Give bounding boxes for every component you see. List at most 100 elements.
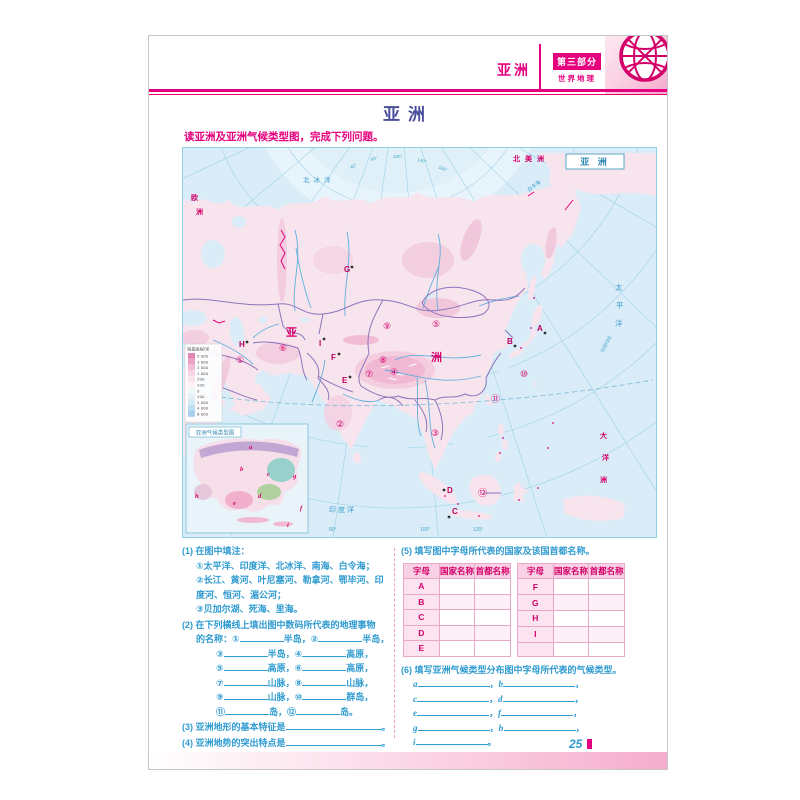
fill-blank bbox=[302, 676, 347, 686]
question-5: (5) 填写图中字母所代表的国家及该国首都名称。 bbox=[401, 546, 595, 556]
section-badge: 第三部分 bbox=[552, 53, 601, 70]
exercise-instruction: 读亚洲及亚洲气候类型图，完成下列问题。 bbox=[184, 131, 384, 143]
svg-text:C: C bbox=[452, 507, 458, 516]
header-rule bbox=[149, 89, 667, 95]
svg-text:海拔高程/米: 海拔高程/米 bbox=[187, 346, 210, 353]
questions-right-column: (5) 填写图中字母所代表的国家及该国首都名称。 字母 国家名称 首都名称 A … bbox=[401, 544, 625, 751]
question-6: (6) 填写亚洲气候类型分布图中字母所代表的气候类型。 a ，b， c ，d， e，… bbox=[401, 664, 622, 748]
fill-blank bbox=[296, 705, 341, 715]
fill-blank bbox=[503, 677, 576, 687]
fill-blank bbox=[239, 632, 284, 642]
range-marks bbox=[212, 191, 574, 324]
svg-text:⑥: ⑥ bbox=[279, 344, 287, 354]
svg-text:a: a bbox=[249, 444, 253, 451]
number-markers: ① ② ③ ④ ⑤ ⑥ ⑦ ⑧ ⑨ ⑩ ⑪ ⑫ bbox=[236, 320, 528, 499]
elevation-legend: 海拔高程/米 5 000 3 000 2 000 1 000 500 200 0… bbox=[184, 343, 223, 423]
svg-text:A: A bbox=[537, 324, 543, 333]
fill-blank bbox=[417, 677, 490, 687]
fill-blank bbox=[318, 632, 363, 642]
svg-text:5 000: 5 000 bbox=[197, 354, 209, 359]
svg-text:平: 平 bbox=[616, 301, 624, 310]
svg-text:60°: 60° bbox=[370, 156, 378, 162]
fill-blank bbox=[302, 647, 347, 657]
svg-text:180°: 180° bbox=[438, 164, 449, 173]
svg-text:0: 0 bbox=[197, 388, 200, 393]
svg-text:500: 500 bbox=[197, 377, 205, 382]
asia-map: 北冰洋 白令海 北美洲 欧 洲 亚 洲 大 洋 洲 太 平 洋 印度洋 北回归线… bbox=[182, 147, 657, 538]
svg-text:H: H bbox=[239, 340, 245, 349]
svg-text:2 000: 2 000 bbox=[197, 400, 209, 405]
header-divider bbox=[539, 44, 541, 89]
letter-markers: A B C D E F G H I bbox=[239, 265, 547, 519]
fill-blank bbox=[503, 721, 576, 731]
svg-text:G: G bbox=[344, 265, 350, 274]
fill-blank bbox=[223, 690, 268, 700]
table-a-e: 字母 国家名称 首都名称 A B C D E bbox=[403, 562, 511, 657]
svg-text:⑫: ⑫ bbox=[478, 488, 487, 499]
indian-ocean-label: 印度洋 bbox=[329, 505, 356, 514]
rivers bbox=[212, 229, 520, 449]
svg-text:大: 大 bbox=[600, 431, 607, 440]
svg-text:c: c bbox=[267, 471, 270, 478]
svg-text:200: 200 bbox=[197, 383, 205, 388]
svg-text:⑧: ⑧ bbox=[379, 356, 387, 366]
tropic-line bbox=[212, 379, 654, 407]
svg-text:③: ③ bbox=[431, 429, 439, 439]
page-title: 亚洲 bbox=[383, 105, 433, 124]
svg-text:d: d bbox=[258, 493, 262, 500]
page-number: 25 bbox=[569, 737, 583, 751]
svg-text:D: D bbox=[447, 486, 453, 495]
chapter-tab: 亚洲 bbox=[497, 62, 531, 78]
table-f-i: 字母 国家名称 首都名称 F G H I bbox=[517, 562, 625, 657]
svg-text:欧: 欧 bbox=[191, 193, 198, 202]
svg-text:120°: 120° bbox=[473, 527, 483, 533]
fill-blank bbox=[501, 706, 574, 716]
svg-text:⑪: ⑪ bbox=[491, 394, 500, 405]
map-frame-label: 亚 洲 bbox=[565, 153, 625, 170]
questions-left-column: (1) 在图中填注： ①太平洋、印度洋、北冰洋、南海、白令海； ②长江、黄河、叶… bbox=[182, 544, 392, 751]
svg-text:4 000: 4 000 bbox=[197, 406, 209, 411]
question-4: (4) 亚洲地势的突出特点是。 bbox=[182, 737, 391, 748]
footer-band bbox=[149, 752, 667, 769]
svg-text:②: ② bbox=[336, 420, 344, 430]
svg-text:④: ④ bbox=[390, 368, 398, 378]
highlands bbox=[183, 218, 557, 431]
svg-text:f: f bbox=[300, 505, 303, 512]
fill-blank bbox=[502, 692, 575, 702]
svg-text:⑨: ⑨ bbox=[383, 322, 391, 332]
svg-text:e: e bbox=[233, 500, 236, 507]
svg-text:⑩: ⑩ bbox=[520, 370, 528, 380]
fill-blank bbox=[302, 690, 347, 700]
svg-text:洲: 洲 bbox=[431, 351, 442, 364]
svg-text:E: E bbox=[342, 376, 348, 385]
fill-blank bbox=[223, 647, 268, 657]
page-number-marker bbox=[587, 739, 593, 749]
workbook-page: 亚洲 第三部分 世界地理 亚洲 读亚洲及亚洲气候类型图，完成下列问题。 bbox=[148, 35, 668, 770]
fill-blank bbox=[223, 661, 268, 671]
svg-text:140°: 140° bbox=[417, 157, 427, 164]
svg-text:3 000: 3 000 bbox=[197, 359, 209, 364]
svg-text:i: i bbox=[287, 522, 289, 529]
fill-blank bbox=[417, 692, 489, 702]
inset-letters: a b c d e f g h i bbox=[195, 444, 303, 529]
svg-text:洲: 洲 bbox=[600, 476, 607, 484]
svg-text:g: g bbox=[292, 473, 297, 480]
fill-blank bbox=[417, 721, 490, 731]
svg-text:2 000: 2 000 bbox=[197, 365, 209, 370]
svg-text:洲: 洲 bbox=[196, 208, 203, 216]
svg-text:⑤: ⑤ bbox=[432, 320, 440, 330]
svg-text:1 000: 1 000 bbox=[197, 371, 209, 376]
volcano-dots bbox=[444, 297, 554, 517]
page-number-row: 25 bbox=[569, 735, 593, 753]
question-3: (3) 亚洲地形的基本特征是。 bbox=[182, 720, 391, 732]
svg-text:6 000: 6 000 bbox=[197, 412, 209, 417]
fill-blank bbox=[285, 720, 382, 730]
svg-text:100°: 100° bbox=[393, 154, 403, 159]
svg-text:太: 太 bbox=[615, 282, 623, 292]
globe-icon bbox=[605, 36, 667, 94]
svg-text:40°: 40° bbox=[349, 162, 357, 169]
svg-text:80°: 80° bbox=[329, 527, 337, 533]
arctic-ocean-label: 北冰洋 bbox=[303, 175, 335, 184]
svg-text:100°: 100° bbox=[420, 527, 430, 533]
svg-text:亚 洲: 亚 洲 bbox=[580, 157, 610, 167]
